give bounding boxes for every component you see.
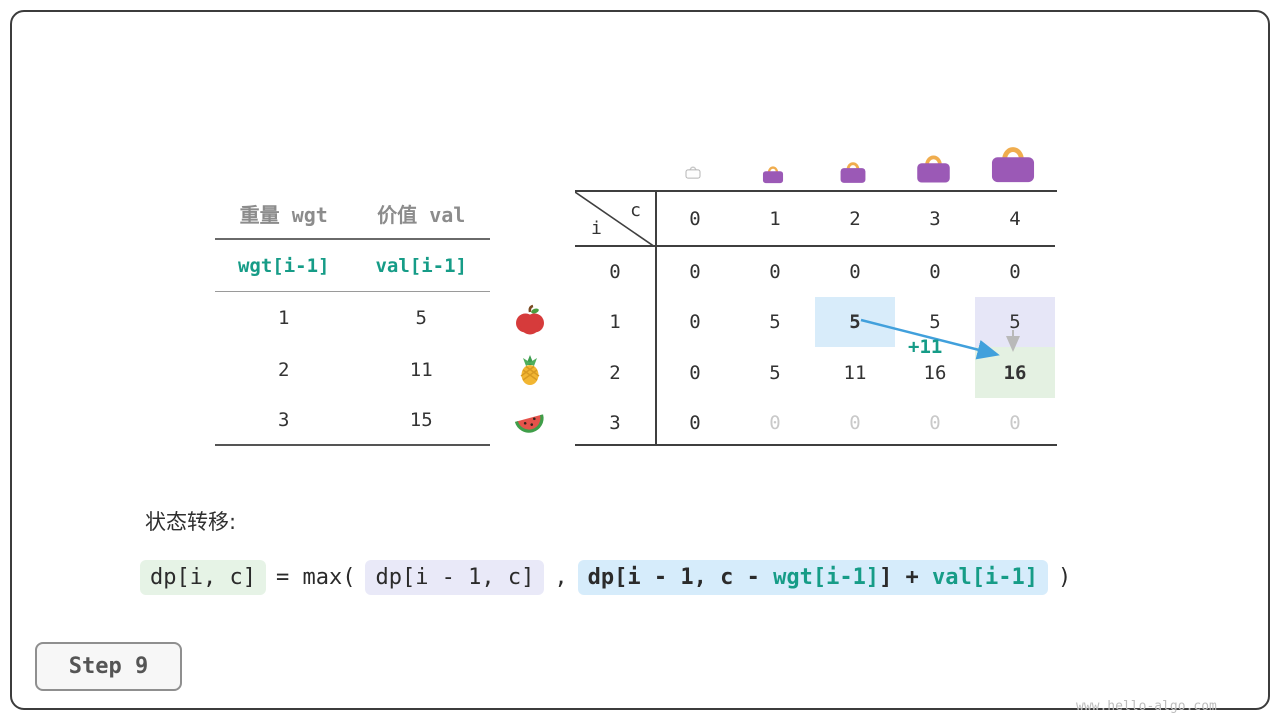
item1-weight: 1: [278, 307, 290, 329]
transition-heading: 状态转移:: [145, 510, 237, 534]
row-axis-label: i: [591, 218, 602, 239]
formula-comma: ,: [554, 565, 568, 590]
item-row-3: 3 15: [215, 396, 490, 446]
dp-cell-2-0: 0: [689, 361, 701, 384]
variable-row: wgt[i-1] val[i-1]: [215, 240, 490, 292]
dp-cell-0-2: 0: [849, 261, 861, 283]
dp-cell-0-1: 0: [769, 261, 781, 283]
col-header-0: 0: [655, 192, 735, 247]
weight-value-header-row: 重量 wgt 价值 val: [215, 188, 490, 240]
dp-cell-3-1: 0: [769, 412, 781, 434]
col-header-3: 3: [895, 192, 975, 247]
bag-icon-1: [762, 163, 784, 188]
step-badge: Step 9: [35, 642, 182, 691]
formula-arg2-val: val[i-1]: [932, 565, 1039, 590]
dp-cell-0-0: 0: [689, 261, 701, 283]
dp-cell-1-0: 0: [689, 311, 701, 333]
empty-bag-icon: [685, 163, 701, 184]
row-header-0: 0: [609, 261, 621, 283]
dp-cell-0-3: 0: [929, 261, 941, 283]
item2-weight: 2: [278, 359, 290, 381]
dp-table-vertical-divider: [655, 192, 657, 444]
bag-icon-2: [839, 158, 867, 188]
formula-lhs: dp[i, c]: [140, 560, 266, 595]
dp-cell-0-4: 0: [1009, 261, 1021, 283]
weight-header: 重量 wgt: [239, 202, 328, 227]
row-header-2: 2: [609, 361, 621, 384]
item2-value: 11: [409, 359, 433, 381]
wgt-variable: wgt[i-1]: [237, 254, 330, 277]
dp-corner-cell: c i: [575, 192, 655, 247]
dp-cell-1-2-source-highlight: 5: [815, 297, 895, 347]
dp-cell-3-3: 0: [929, 412, 941, 434]
watermelon-icon: [514, 406, 546, 438]
dp-cell-3-0: 0: [689, 412, 701, 434]
formula-close-paren: ): [1058, 565, 1072, 590]
dp-cell-2-4-result-highlight: 16: [975, 347, 1055, 398]
item3-value: 15: [409, 409, 433, 431]
dp-cell-3-4: 0: [1009, 412, 1021, 434]
transition-formula: dp[i, c] = max( dp[i - 1, c] , dp[i - 1,…: [140, 560, 1071, 595]
col-axis-label: c: [630, 200, 641, 221]
dp-cell-2-1: 5: [769, 361, 781, 384]
dp-cell-2-2: 11: [843, 361, 867, 384]
dp-cell-2-3: 16: [923, 361, 947, 384]
col-header-1: 1: [735, 192, 815, 247]
item1-value: 5: [415, 307, 427, 329]
weight-value-table: 重量 wgt 价值 val wgt[i-1] val[i-1] 1 5 2 11…: [215, 188, 490, 446]
dp-cell-1-4-compare-highlight: 5: [975, 297, 1055, 347]
dp-cell-3-2: 0: [849, 412, 861, 434]
formula-arg2-plus: ] +: [879, 565, 933, 590]
watermark: www.hello-algo.com: [1076, 699, 1217, 714]
item-row-1: 1 5: [215, 292, 490, 344]
col-header-4: 4: [975, 192, 1055, 247]
row-header-3: 3: [609, 412, 621, 434]
item-row-2: 2 11: [215, 344, 490, 396]
formula-arg2-dp: dp[i - 1, c -: [587, 565, 774, 590]
item3-weight: 3: [278, 409, 290, 431]
formula-arg2-wgt: wgt[i-1]: [773, 565, 880, 590]
formula-arg1: dp[i - 1, c]: [365, 560, 545, 595]
bag-icon-4: [989, 140, 1037, 188]
val-variable: val[i-1]: [375, 254, 467, 277]
dp-cell-1-1: 5: [769, 311, 781, 333]
apple-icon: [514, 304, 546, 336]
row-header-1: 1: [609, 311, 621, 333]
dp-table: c i 0 1 2 3 4 0 0 0 0 0 0 1 0 5 5 5 5 2 …: [575, 190, 1057, 446]
value-header: 价值 val: [377, 202, 466, 227]
bag-icon-3: [915, 150, 952, 188]
col-header-2: 2: [815, 192, 895, 247]
formula-arg2: dp[i - 1, c - wgt[i-1]] + val[i-1]: [577, 560, 1049, 595]
corner-diagonal-line: [575, 192, 655, 247]
formula-equals: = max(: [275, 565, 356, 590]
pineapple-icon: [514, 354, 546, 386]
value-gain-annotation: +11: [908, 336, 943, 358]
